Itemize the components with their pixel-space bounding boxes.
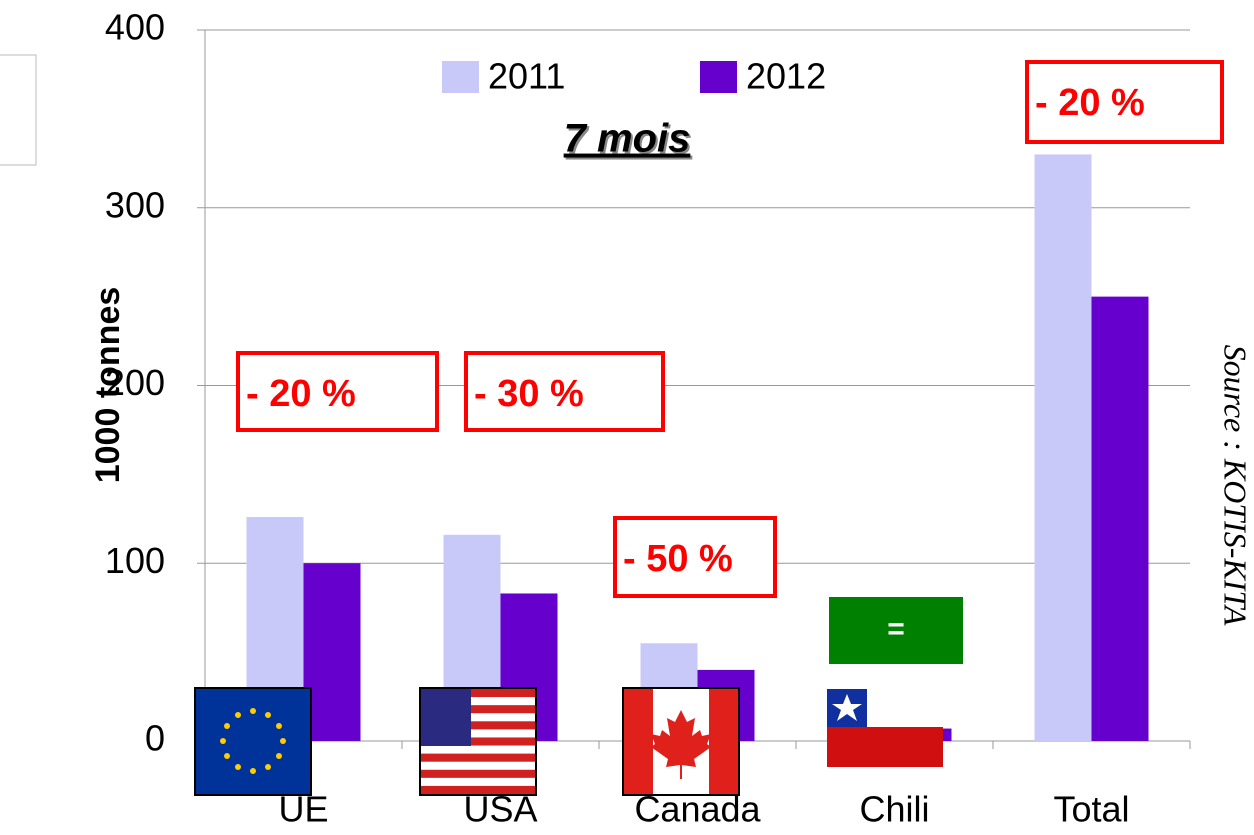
x-tick-label: UE xyxy=(278,789,328,830)
annotation-box xyxy=(464,351,665,432)
subtitle-shadow: 7 mois xyxy=(566,119,693,163)
legend-swatch xyxy=(700,61,737,93)
bar xyxy=(1091,296,1149,741)
legend-label: 2012 xyxy=(746,56,826,97)
y-tick-label: 400 xyxy=(105,7,165,48)
legend-label: 2011 xyxy=(488,56,565,97)
flag-chile xyxy=(827,689,943,767)
source: Source : KOTIS-KITA xyxy=(1218,345,1254,626)
x-tick-label: Total xyxy=(1053,789,1129,830)
annotation-box xyxy=(829,597,963,664)
annotation-text: - 50 % xyxy=(623,538,733,580)
annotation-box xyxy=(613,516,777,598)
flag-eu xyxy=(194,687,312,796)
annotation-text: - 20 % xyxy=(246,373,356,415)
annotation-box xyxy=(1025,60,1224,144)
y-tick-label: 200 xyxy=(105,362,165,403)
legend-swatch xyxy=(442,61,479,93)
x-tick-label: Canada xyxy=(634,789,761,830)
flag-canada xyxy=(622,687,740,796)
annotation-text: = xyxy=(887,612,905,645)
y-tick-label: 300 xyxy=(105,184,165,225)
y-axis-label: 1000 tonnes xyxy=(89,287,127,484)
flag-usa xyxy=(419,687,537,796)
y-tick-label: 100 xyxy=(105,540,165,581)
annotation-box xyxy=(236,351,439,432)
x-tick-label: Chili xyxy=(859,789,929,830)
bar xyxy=(1034,154,1092,742)
annotation-text: - 30 % xyxy=(474,373,584,415)
x-tick-label: USA xyxy=(463,789,537,830)
y-tick-label: 0 xyxy=(145,718,165,759)
labels: 0 100 200 300 400 UE USA Canada Chili Total 2011 20… xyxy=(105,7,1224,830)
bar xyxy=(303,563,361,741)
annotation-text: - 20 % xyxy=(1035,82,1145,124)
subtitle: 7 mois xyxy=(564,117,691,161)
cut-box xyxy=(0,54,37,166)
